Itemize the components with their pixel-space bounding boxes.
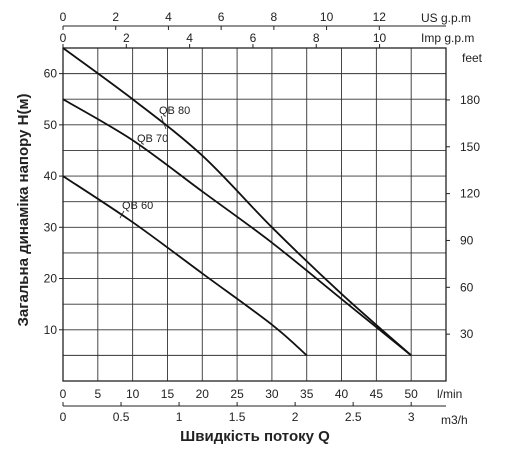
m3h-tick-label: 0.5 xyxy=(113,410,130,424)
imp-gpm-tick-label: 10 xyxy=(373,31,387,45)
imp-gpm-tick-label: 0 xyxy=(60,31,67,45)
series-label-qb-70: QB 70 xyxy=(137,133,168,145)
x-tick-label: 5 xyxy=(94,387,101,401)
us-gpm-tick-label: 2 xyxy=(112,10,119,24)
x-tick-label: 35 xyxy=(300,387,314,401)
grid xyxy=(63,48,446,381)
series-label-qb-80: QB 80 xyxy=(159,105,190,117)
imp-gpm-tick-label: 8 xyxy=(313,31,320,45)
x-tick-label: 20 xyxy=(196,387,210,401)
imp-gpm-tick-label: 6 xyxy=(250,31,257,45)
feet-tick-label: 120 xyxy=(460,187,480,201)
us-gpm-tick-label: 8 xyxy=(271,10,278,24)
x-tick-label: 40 xyxy=(335,387,349,401)
us-gpm-tick-label: 4 xyxy=(165,10,172,24)
m3h-tick-label: 3 xyxy=(408,410,415,424)
y-tick-label: 30 xyxy=(44,220,58,234)
x-axis-title: Швидкість потоку Q xyxy=(180,428,330,445)
us-gpm-tick-label: 6 xyxy=(218,10,225,24)
x-tick-label: 0 xyxy=(60,387,67,401)
leader-line-qb-80 xyxy=(160,115,167,130)
curve-qb-80 xyxy=(62,47,412,357)
x-tick-label: 15 xyxy=(161,387,175,401)
x-tick-label: 30 xyxy=(265,387,279,401)
feet-tick-label: 30 xyxy=(460,327,474,341)
feet-tick-label: 90 xyxy=(460,233,474,247)
m3h-tick-label: 2.5 xyxy=(345,410,362,424)
labels: Швидкість потоку Q Загальна динаміка нап… xyxy=(15,11,483,445)
x-tick-label: 45 xyxy=(370,387,384,401)
x-tick-label: 25 xyxy=(230,387,244,401)
y-tick-label: 50 xyxy=(44,118,58,132)
x-tick-label: 50 xyxy=(405,387,419,401)
imp-gpm-unit-label: Imp g.p.m xyxy=(421,31,474,45)
m3h-tick-label: 0 xyxy=(60,410,67,424)
m3h-tick-label: 2 xyxy=(292,410,299,424)
us-gpm-unit-label: US g.p.m xyxy=(421,11,471,25)
imp-gpm-tick-label: 4 xyxy=(186,31,193,45)
leader-line-qb-60 xyxy=(119,210,125,219)
us-gpm-tick-label: 10 xyxy=(320,10,334,24)
feet-tick-label: 180 xyxy=(460,93,480,107)
y-tick-label: 10 xyxy=(44,323,58,337)
feet-tick-label: 60 xyxy=(460,280,474,294)
leader-line-qb-70 xyxy=(138,143,141,151)
curve-qb-70 xyxy=(62,98,412,357)
plot-border xyxy=(62,47,447,382)
feet-tick-label: 150 xyxy=(460,140,480,154)
feet-unit-label: feet xyxy=(462,51,483,65)
m3h-tick-label: 1 xyxy=(176,410,183,424)
m3h-unit-label: m3/h xyxy=(441,413,468,427)
series-curves xyxy=(62,47,412,357)
y-tick-label: 20 xyxy=(44,272,58,286)
lpm-unit-label: l/min xyxy=(437,387,462,401)
m3h-tick-label: 1.5 xyxy=(229,410,246,424)
us-gpm-tick-label: 12 xyxy=(373,10,387,24)
y-axis-title: Загальна динаміка напору H(м) xyxy=(15,93,32,326)
y-tick-label: 60 xyxy=(44,67,58,81)
curve-qb-60 xyxy=(62,175,308,357)
us-gpm-tick-label: 0 xyxy=(60,10,67,24)
series-label-qb-60: QB 60 xyxy=(122,200,153,212)
imp-gpm-tick-label: 2 xyxy=(123,31,130,45)
y-tick-label: 40 xyxy=(44,169,58,183)
x-tick-label: 10 xyxy=(126,387,140,401)
